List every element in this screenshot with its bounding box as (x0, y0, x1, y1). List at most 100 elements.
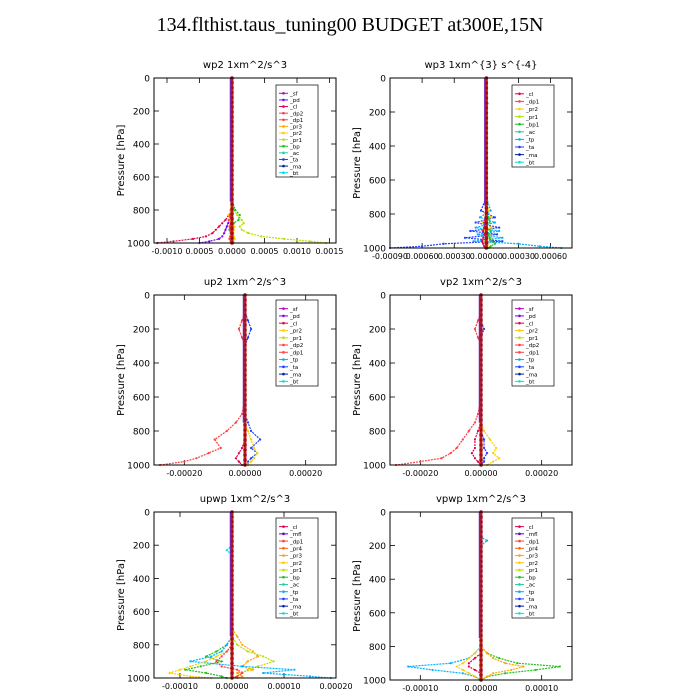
legend-label: _pr3 (289, 554, 303, 560)
series-point-pr2 (168, 671, 171, 675)
total-point (230, 661, 234, 666)
total-point (479, 448, 483, 452)
series-point-bt (225, 549, 228, 552)
legend-label: _sf (289, 307, 299, 313)
panel-2: wp3 1xm^{3} s^{-4} Pressure [hPa] 0 200 400 6… (352, 60, 573, 261)
legend-marker (282, 321, 285, 325)
legend-marker (518, 130, 521, 134)
x-tick-label: 0.00060 (534, 252, 567, 261)
series-point-tp (501, 236, 504, 239)
legend-marker (282, 336, 285, 340)
series-point-dp1 (461, 438, 464, 441)
series-point-bp (504, 672, 507, 675)
series-point-cl (237, 460, 241, 463)
series-point-bp1 (488, 221, 491, 224)
series-point-cl (240, 446, 244, 450)
legend-marker (518, 160, 521, 164)
total-point (484, 231, 489, 235)
series-point-dp1 (237, 327, 241, 331)
legend-label: _pr3 (525, 554, 539, 560)
y-axis-label: Pressure [hPa] (352, 560, 363, 632)
series-point-ta (482, 327, 486, 331)
y-axis-label: Pressure [hPa] (116, 125, 127, 197)
y-tick-label: 800 (369, 211, 386, 221)
series-point-cl (473, 657, 477, 660)
series-point-ta (249, 446, 253, 450)
series-point-tp (225, 643, 228, 646)
series-point-pr2 (492, 452, 495, 455)
panel-6: vpwp 1xm^2/s^3 Pressure [hPa] 0 200 400 600 80… (352, 494, 573, 693)
y-tick-label: 600 (133, 394, 150, 404)
total-point (230, 666, 234, 671)
legend-marker (282, 365, 285, 369)
series-point-pr3 (485, 652, 489, 655)
series-point-tp (498, 229, 501, 233)
y-tick-label: 600 (369, 609, 386, 619)
x-tick-label: 0.00030 (502, 252, 535, 261)
legend-label: _bp1 (525, 122, 539, 128)
series-point-pr1 (236, 643, 239, 646)
series-point-bp (238, 213, 241, 217)
x-tick-label: 0.00020 (289, 469, 322, 478)
legend-marker (282, 575, 285, 579)
series-point-pr1 (272, 660, 275, 663)
series-point-bp1 (487, 233, 490, 236)
legend-marker (282, 604, 285, 608)
series-point-pr2 (256, 452, 259, 455)
series-point-dp1 (183, 460, 186, 463)
y-tick-label: 1000 (363, 677, 386, 687)
series-point-bp1 (490, 240, 493, 243)
legend-label: _pr2 (525, 329, 538, 335)
y-tick-label: 400 (133, 575, 150, 585)
series-point-pr2 (473, 675, 477, 678)
legend-marker (518, 92, 521, 96)
legend-marker (282, 105, 285, 108)
series-point-pr2 (246, 429, 250, 433)
legend-marker (518, 358, 521, 361)
total-point (479, 453, 483, 457)
legend-label: _tp (289, 590, 299, 596)
total-point (484, 216, 489, 220)
legend-marker (518, 321, 521, 325)
series-point-ta (482, 457, 486, 460)
total-point (484, 206, 489, 210)
legend-marker (282, 561, 285, 565)
series-point-bp (184, 668, 187, 671)
total-point (230, 236, 234, 240)
series-point-ta (474, 221, 477, 224)
series-point-bp (498, 657, 501, 660)
legend-marker (518, 100, 521, 103)
legend-label: _ma (289, 372, 301, 378)
legend-label: _pr1 (289, 568, 302, 574)
legend-label: _tp (525, 590, 535, 596)
series-point-tp (472, 240, 475, 243)
series-point-pr1 (240, 218, 243, 221)
series-line-cl (157, 78, 233, 244)
series-point-tp (538, 245, 541, 248)
total-point (230, 207, 234, 211)
x-tick-label: 0.00000 (470, 252, 503, 261)
legend-marker (518, 532, 521, 536)
panel-title: vp2 1xm^2/s^3 (440, 277, 522, 288)
series-point-cl (470, 452, 473, 455)
total-point (479, 663, 483, 667)
legend-marker (282, 380, 285, 383)
series-point-ta (485, 452, 489, 455)
panel-5: upwp 1xm^2/s^3 Pressure [hPa] 0 200 400 600 80… (116, 494, 353, 691)
series-point-pr2 (498, 457, 501, 460)
series-point-bp (220, 660, 223, 663)
series-point-tp (476, 233, 479, 236)
series-point-pr2 (489, 216, 492, 219)
legend-marker (518, 568, 521, 572)
panel-1: wp2 1xm^2/s^3 Pressure [hPa] 0 200 400 600 800… (116, 60, 344, 256)
y-tick-label: 400 (369, 143, 386, 153)
total-point (230, 646, 234, 651)
series-point-pd (217, 237, 221, 240)
total-point (230, 212, 234, 216)
total-point (230, 651, 234, 656)
series-point-pr1 (308, 240, 312, 243)
legend-label: _ac (525, 130, 535, 136)
legend-label: _ac (289, 583, 299, 589)
series-point-tp (489, 209, 492, 212)
x-tick-label: 0.0000 (218, 247, 246, 256)
